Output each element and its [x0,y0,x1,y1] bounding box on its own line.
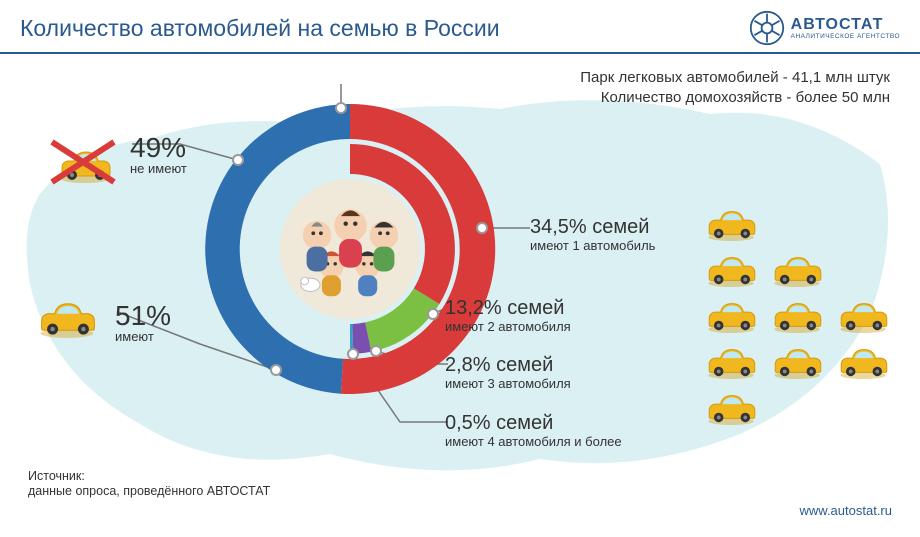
pct-05: 0,5% семей [445,412,622,435]
dot-marker [347,348,359,360]
source-url: www.autostat.ru [800,503,893,518]
brand-tagline: АНАЛИТИЧЕСКОЕ АГЕНТСТВО [791,33,900,40]
stat-line-2: Количество домохозяйств - более 50 млн [580,88,890,108]
page-title: Количество автомобилей на семью в России [20,15,500,42]
logo-icon [749,10,785,46]
stat-line-1: Парк легковых автомобилей - 41,1 млн шту… [580,68,890,88]
have-car-icon [35,294,101,345]
pct-345: 34,5% семей [530,216,655,239]
car-icon-grid [703,204,895,426]
brand-logo: АВТОСТАТ АНАЛИТИЧЕСКОЕ АГЕНТСТВО [749,10,900,46]
top-stats: Парк легковых автомобилей - 41,1 млн шту… [580,68,890,109]
callout-have-car: 51% имеют [115,302,171,345]
dot-marker [476,222,488,234]
callout-4car: 0,5% семей имеют 4 автомобиля и более [445,412,622,450]
car-icon [769,250,827,288]
lbl-no-car: не имеют [130,162,187,177]
callout-3car: 2,8% семей имеют 3 автомобиля [445,354,571,392]
source-l1: Источник: [28,469,270,485]
center-family-image [280,179,420,319]
source-l2: данные опроса, проведённого АВТОСТАТ [28,484,270,500]
source-note: Источник: данные опроса, проведённого АВ… [28,469,270,500]
dot-marker [427,308,439,320]
car-icon [835,296,893,334]
car-icon [703,342,761,380]
no-car-icon [50,136,120,186]
pct-49: 49% [130,132,186,163]
header: Количество автомобилей на семью в России… [0,0,920,54]
lbl-2car: имеют 2 автомобиля [445,320,571,335]
car-icon [835,342,893,380]
car-icon [703,296,761,334]
pct-28: 2,8% семей [445,354,571,377]
car-icon [703,388,761,426]
car-icon [703,204,761,242]
car-icon [703,250,761,288]
pct-51: 51% [115,300,171,331]
lbl-have-car: имеют [115,330,171,345]
dot-marker [232,154,244,166]
car-icon [769,296,827,334]
lbl-4car: имеют 4 автомобиля и более [445,435,622,450]
lbl-3car: имеют 3 автомобиля [445,377,571,392]
pct-132: 13,2% семей [445,297,571,320]
brand-name: АВТОСТАТ [791,17,900,33]
callout-2car: 13,2% семей имеют 2 автомобиля [445,297,571,335]
callout-no-car: 49% не имеют [130,134,187,177]
content-area: Парк легковых автомобилей - 41,1 млн шту… [0,54,920,524]
family-icon [293,197,408,302]
dot-marker [270,364,282,376]
car-icon [769,342,827,380]
dot-marker [370,345,382,357]
lbl-1car: имеют 1 автомобиль [530,239,655,254]
dot-marker [335,102,347,114]
callout-1car: 34,5% семей имеют 1 автомобиль [530,216,655,254]
